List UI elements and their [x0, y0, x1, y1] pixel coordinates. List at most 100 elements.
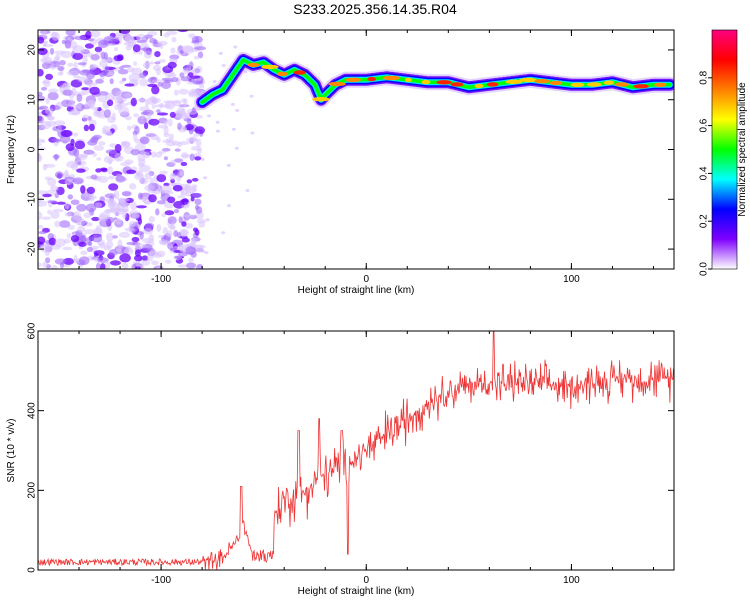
noise-blob: [198, 221, 206, 228]
noise-blob: [97, 94, 107, 103]
noise-blob: [141, 260, 151, 266]
noise-blob: [131, 213, 140, 219]
noise-blob: [65, 30, 76, 36]
noise-blob: [117, 239, 123, 249]
snr-xlabel: Height of straight line (km): [298, 586, 415, 597]
noise-blob: [66, 70, 79, 76]
noise-blob: [103, 109, 111, 118]
noise-blob: [66, 233, 72, 239]
noise-blob: [133, 113, 140, 118]
noise-blob: [126, 67, 135, 73]
ridge-hotspot: [474, 83, 484, 89]
noise-blob: [38, 190, 48, 195]
noise-blob: [158, 239, 168, 245]
noise-blob: [188, 257, 194, 263]
noise-blob: [181, 98, 187, 103]
noise-blob: [38, 111, 42, 117]
noise-blob: [73, 132, 79, 137]
noise-blob: [115, 218, 122, 225]
noise-blob: [73, 61, 78, 70]
noise-blob: [113, 47, 119, 52]
noise-blob: [140, 115, 146, 119]
noise-blob: [177, 30, 189, 33]
noise-blob: [85, 30, 92, 39]
noise-blob: [195, 138, 202, 148]
noise-blob: [190, 251, 197, 258]
noise-blob: [191, 67, 200, 76]
noise-blob: [83, 212, 92, 219]
noise-blob: [54, 220, 61, 228]
noise-blob: [137, 97, 147, 103]
noise-speck: [235, 108, 240, 112]
noise-blob: [103, 130, 113, 136]
noise-blob: [183, 46, 195, 54]
noise-blob: [138, 50, 143, 55]
noise-blob: [140, 47, 153, 51]
noise-blob: [41, 30, 47, 37]
noise-blob: [155, 208, 160, 216]
noise-blob: [100, 51, 106, 60]
noise-blob: [64, 40, 72, 49]
noise-blob: [167, 216, 177, 225]
noise-blob: [64, 202, 70, 210]
noise-blob: [77, 225, 86, 234]
noise-blob: [191, 177, 199, 182]
noise-blob: [136, 33, 147, 43]
noise-speck: [231, 127, 236, 131]
noise-blob: [103, 198, 115, 202]
noise-blob: [80, 185, 86, 194]
noise-blob: [59, 220, 71, 228]
noise-blob: [169, 133, 174, 140]
noise-blob: [181, 204, 190, 209]
noise-blob: [165, 141, 176, 147]
noise-blob: [117, 208, 130, 213]
noise-blob: [73, 254, 78, 263]
spectrogram-xtick-label: 100: [563, 274, 580, 285]
noise-blob: [170, 247, 176, 252]
ridge-hotspot: [654, 82, 667, 88]
noise-blob: [126, 169, 137, 174]
noise-blob: [87, 38, 95, 42]
noise-blob: [81, 87, 90, 91]
noise-blob: [163, 33, 170, 38]
noise-blob: [147, 83, 158, 88]
noise-blob: [99, 263, 106, 269]
noise-blob: [183, 65, 191, 69]
noise-blob: [184, 124, 194, 131]
noise-blob: [67, 62, 74, 67]
noise-blob: [38, 47, 48, 56]
noise-blob: [105, 232, 114, 242]
noise-blob: [126, 125, 132, 131]
noise-blob: [87, 139, 98, 146]
ridge-hotspot: [367, 76, 377, 82]
noise-blob: [86, 82, 98, 86]
noise-blob: [60, 129, 72, 138]
noise-blob: [96, 157, 102, 161]
noise-blob: [144, 122, 149, 130]
noise-blob: [78, 256, 90, 266]
noise-blob: [117, 197, 125, 203]
spectrogram-ytick-label: -10: [27, 192, 38, 207]
noise-blob: [77, 76, 89, 83]
noise-blob: [114, 152, 122, 161]
noise-blob: [129, 183, 137, 190]
noise-blob: [95, 78, 104, 84]
ridge-hotspot: [534, 79, 550, 84]
noise-speck: [203, 176, 208, 180]
noise-blob: [194, 46, 207, 51]
noise-blob: [136, 40, 147, 44]
spectrogram-ytick-label: 10: [27, 94, 38, 106]
noise-blob: [163, 103, 172, 109]
noise-blob: [38, 225, 44, 229]
noise-blob: [158, 234, 165, 239]
noise-speck: [207, 114, 211, 118]
noise-blob: [139, 78, 149, 87]
noise-blob: [43, 78, 51, 88]
noise-blob: [163, 132, 170, 138]
noise-blob: [47, 177, 57, 187]
noise-blob: [194, 156, 202, 161]
noise-blob: [156, 137, 161, 143]
noise-blob: [86, 246, 94, 253]
noise-blob: [197, 51, 204, 59]
noise-blob: [45, 257, 51, 264]
